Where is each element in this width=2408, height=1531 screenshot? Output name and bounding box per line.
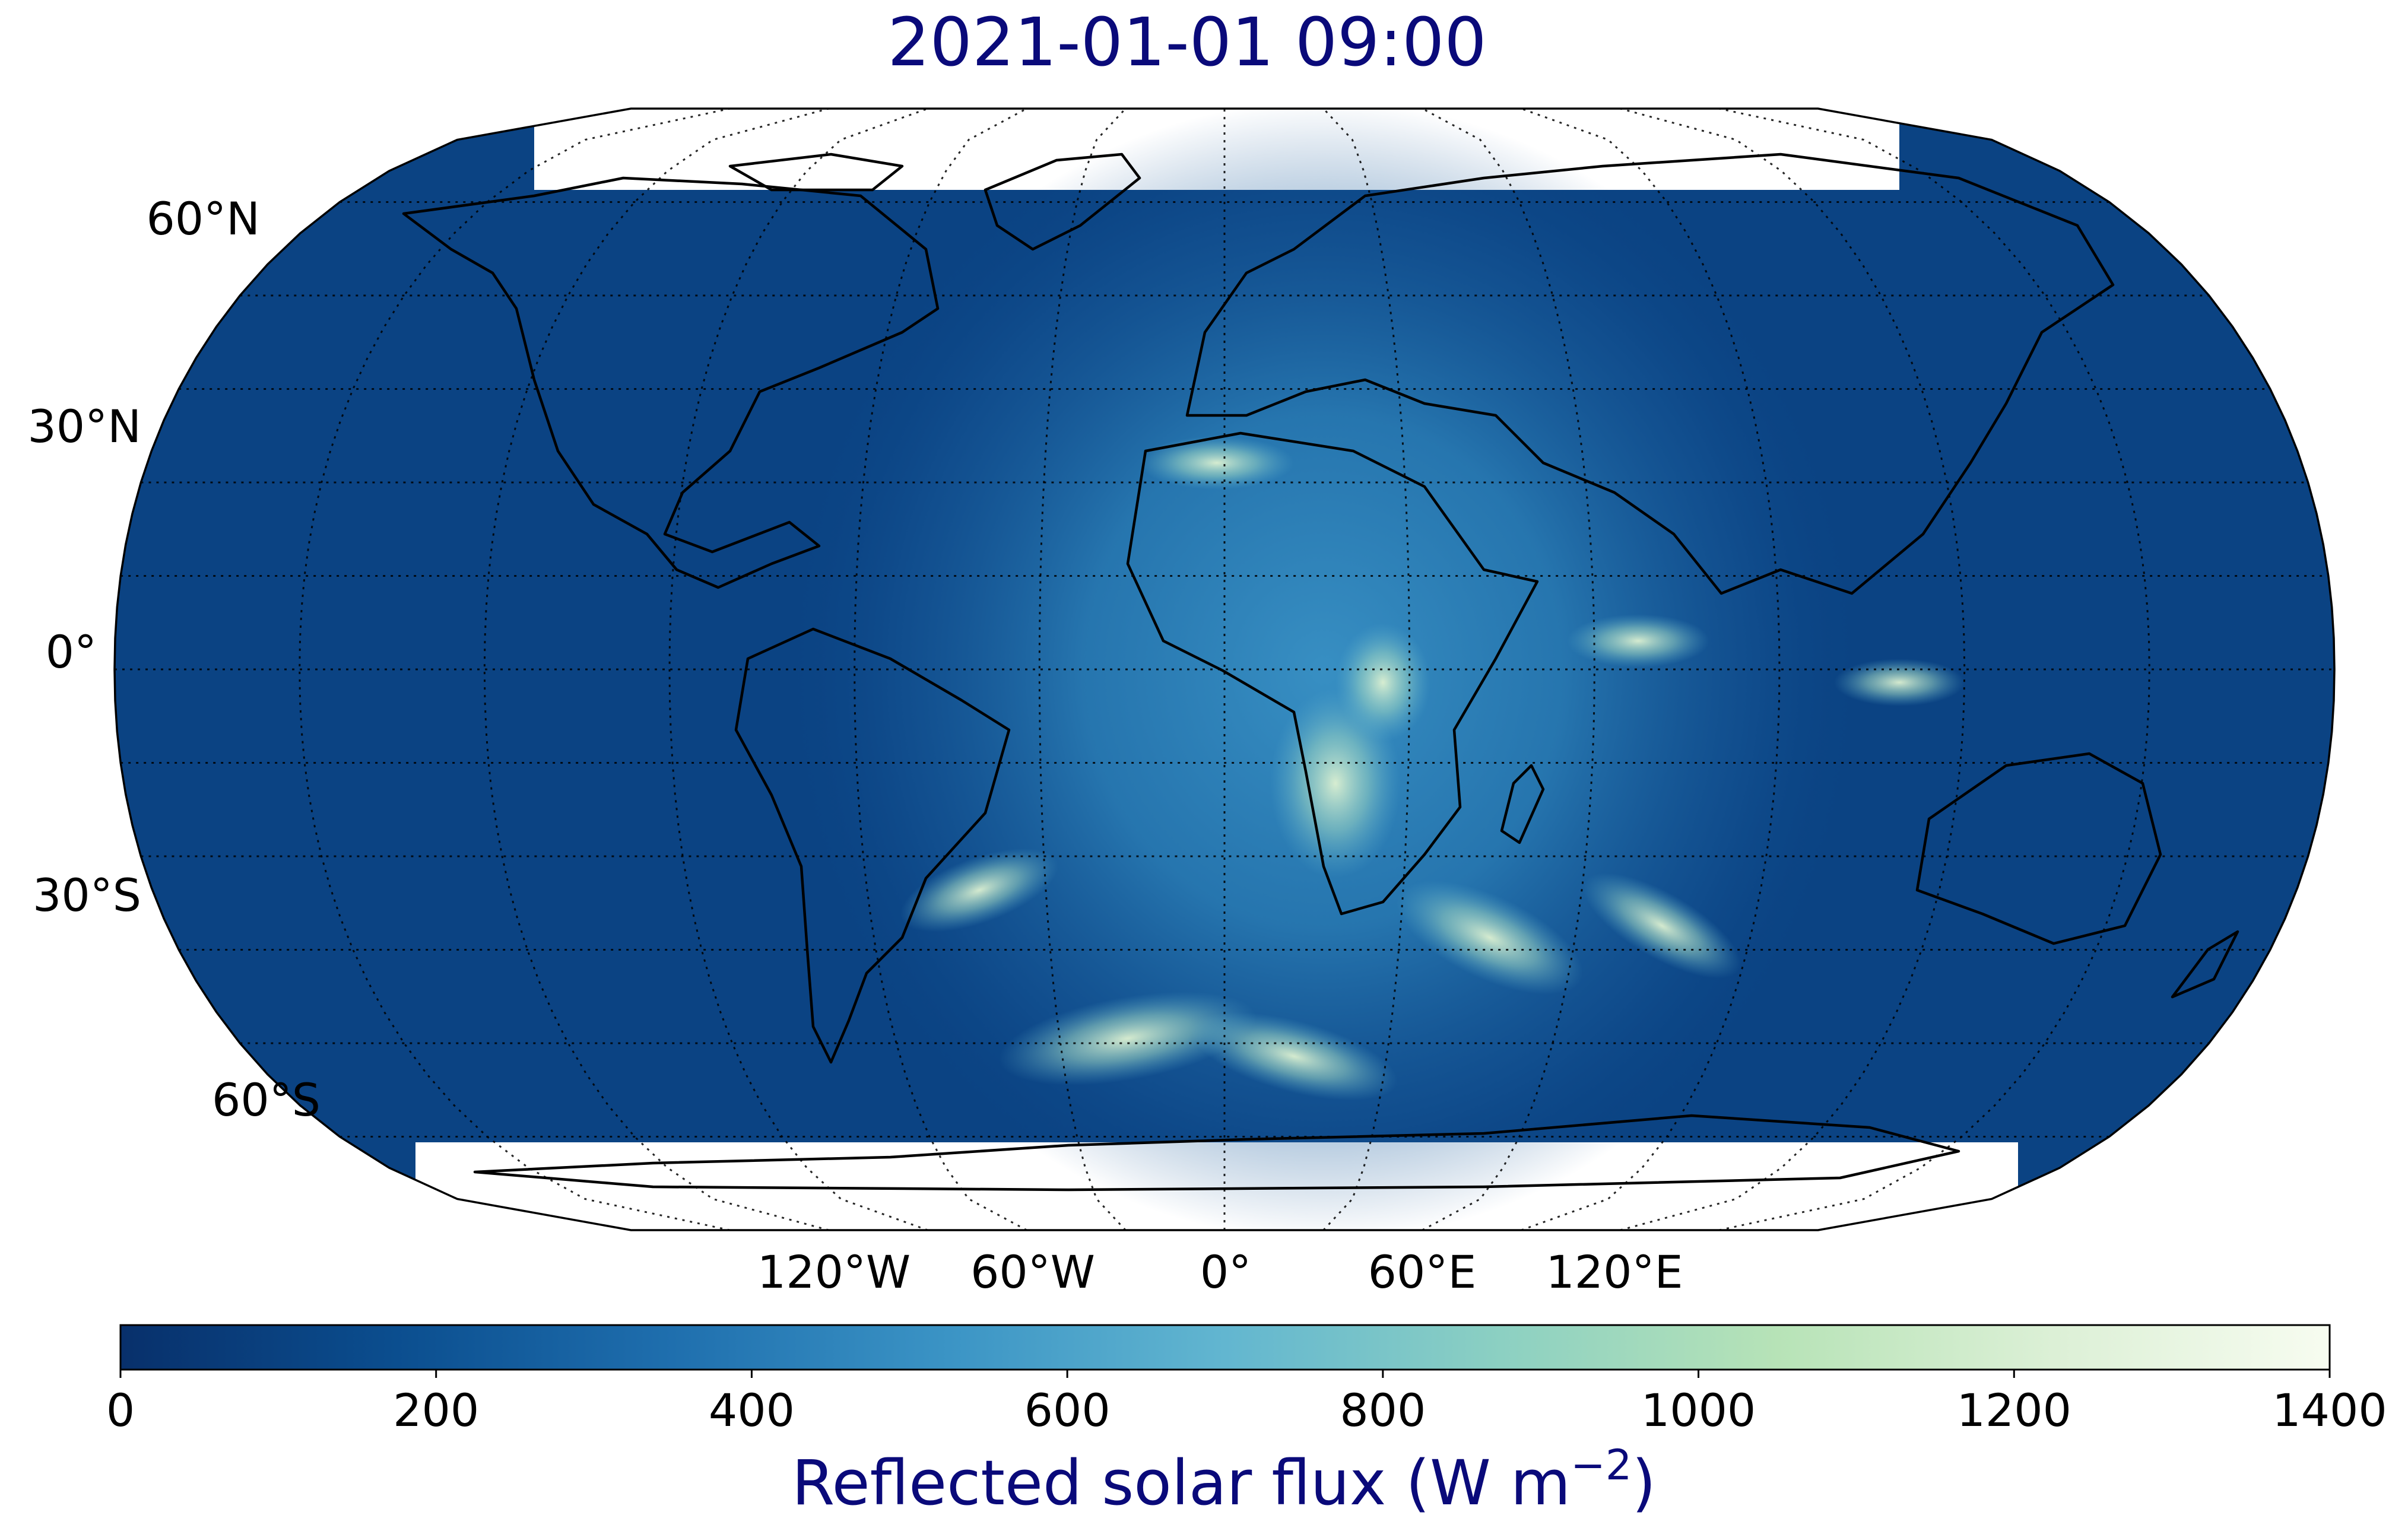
colorbar-tick-label: 1000 [1641, 1384, 1756, 1437]
lat-label-0: 0° [46, 625, 97, 678]
map-title: 2021-01-01 09:00 [887, 4, 1486, 81]
colorbar-tick-label: 400 [709, 1384, 795, 1437]
coast-new-zealand [2171, 930, 2239, 999]
colorbar-label: Reflected solar flux (W m−2) [792, 1441, 1656, 1519]
coast-greenland [983, 153, 1141, 251]
lon-label-0: 0° [1200, 1246, 1251, 1298]
lon-label-60e: 60°E [1368, 1246, 1477, 1298]
coast-australia [1915, 752, 2162, 945]
colorbar-tick-label: 1400 [2272, 1384, 2387, 1437]
coast-north-america [402, 176, 940, 589]
colorbar-tick-label: 200 [393, 1384, 479, 1437]
lon-label-60w: 60°W [970, 1246, 1095, 1298]
colorbar: 0 200 400 600 800 1000 1200 1400 Reflected sola… [106, 1324, 2387, 1519]
coast-antarctica [473, 1114, 1960, 1192]
lon-label-120e: 120°E [1546, 1246, 1683, 1298]
coast-eurasia [1185, 153, 2115, 595]
colorbar-gradient [119, 1324, 2331, 1371]
coast-madagascar [1500, 764, 1545, 844]
meridian-line [1521, 109, 1781, 1230]
cloud-features [900, 436, 1965, 1101]
colorbar-ticks: 0 200 400 600 800 1000 1200 1400 [106, 1370, 2387, 1437]
colorbar-tick-label: 800 [1340, 1384, 1426, 1437]
meridian-line [668, 109, 928, 1230]
coast-africa [1126, 431, 1539, 916]
lat-label-30n: 30°N [27, 400, 141, 453]
lat-label-60n: 60°N [146, 192, 260, 245]
coast-arctic-islands [728, 153, 904, 192]
map-boundary [113, 107, 2336, 1231]
lat-label-60s: 60°S [212, 1073, 321, 1126]
colorbar-tick-label: 0 [106, 1384, 135, 1437]
coast-south-america [734, 627, 1011, 1064]
colorbar-tick-label: 1200 [1957, 1384, 2071, 1437]
coastlines [402, 153, 2239, 1192]
meridian-line [1322, 109, 1411, 1230]
lon-label-120w: 120°W [757, 1246, 910, 1298]
sunlit-region [789, 109, 1858, 1230]
colorbar-tick-label: 600 [1024, 1384, 1111, 1437]
meridian-line [1038, 109, 1127, 1230]
lat-label-30s: 30°S [33, 869, 141, 922]
